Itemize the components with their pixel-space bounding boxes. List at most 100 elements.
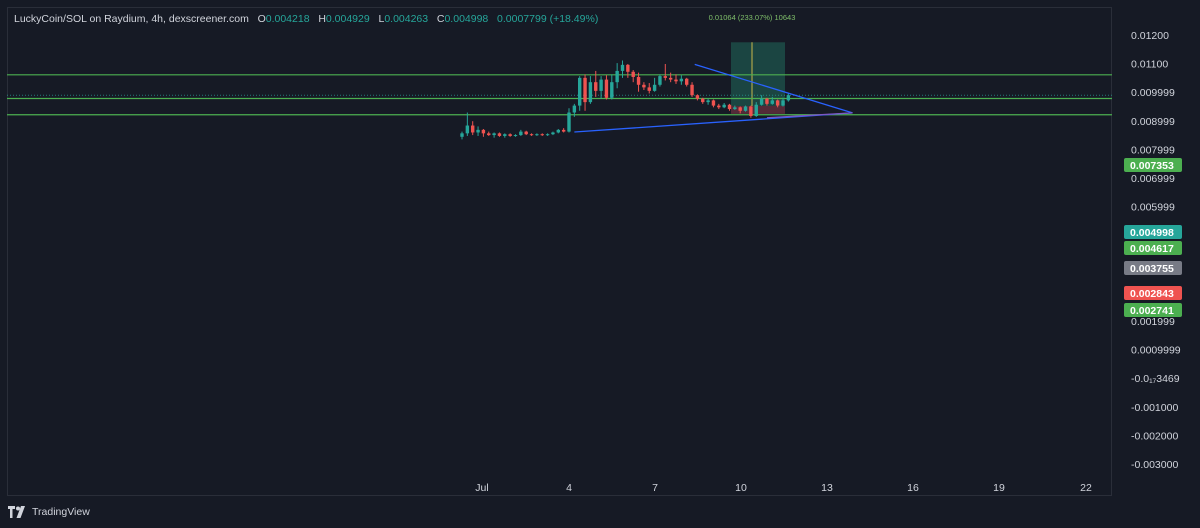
time-scale[interactable]: Jul 4 7 10 13 16 19 22 xyxy=(475,482,1092,494)
candle-body[interactable] xyxy=(679,78,684,82)
candle-body[interactable] xyxy=(706,100,710,103)
candle-body[interactable] xyxy=(551,132,555,135)
candles[interactable] xyxy=(460,60,791,140)
candle-body[interactable] xyxy=(663,76,667,78)
price-label-text: 0.004617 xyxy=(1130,243,1174,255)
candle-body[interactable] xyxy=(759,98,764,105)
horizontal-levels[interactable] xyxy=(7,74,1112,116)
candle-body[interactable] xyxy=(460,133,464,137)
price-label-badge: 0.002741 xyxy=(1124,303,1182,317)
candle-body[interactable] xyxy=(476,129,480,133)
price-tick-label: -0.0₁₇3469 xyxy=(1131,373,1180,385)
candle-body[interactable] xyxy=(631,71,635,77)
candle-body[interactable] xyxy=(487,133,491,136)
candle-body[interactable] xyxy=(701,98,705,103)
trendlines[interactable] xyxy=(574,63,853,133)
time-tick-label: 13 xyxy=(821,482,833,494)
price-tick-label: 0.008999 xyxy=(1131,116,1175,128)
price-label-text: 0.002741 xyxy=(1130,305,1174,317)
candle-body[interactable] xyxy=(465,125,470,134)
time-tick-label: 22 xyxy=(1080,482,1092,494)
price-tick-label: 0.007999 xyxy=(1131,144,1175,156)
candle-body[interactable] xyxy=(529,134,534,136)
tradingview-label: TradingView xyxy=(32,506,90,518)
candle-body[interactable] xyxy=(775,100,780,106)
candle-body[interactable] xyxy=(567,112,571,132)
candle-body[interactable] xyxy=(519,131,523,136)
ohlc-close: C0.004998 xyxy=(436,13,489,25)
candle-body[interactable] xyxy=(513,135,518,137)
price-label-text: 0.004998 xyxy=(1130,227,1174,239)
candle-body[interactable] xyxy=(540,134,544,136)
candle-body[interactable] xyxy=(492,133,496,136)
trendline[interactable] xyxy=(694,63,853,114)
price-label-text: 0.003755 xyxy=(1130,263,1174,275)
candle-body[interactable] xyxy=(556,129,560,133)
candle-body[interactable] xyxy=(615,70,619,83)
candle-body[interactable] xyxy=(604,79,609,98)
candle-body[interactable] xyxy=(588,82,593,103)
price-label-badge: 0.003755 xyxy=(1124,261,1182,275)
candle-body[interactable] xyxy=(668,77,673,80)
candle-body[interactable] xyxy=(610,82,614,98)
candle-body[interactable] xyxy=(727,104,732,110)
price-tick-label: -0.001000 xyxy=(1131,402,1178,414)
candle-body[interactable] xyxy=(743,106,748,111)
candle-body[interactable] xyxy=(508,134,512,136)
candle-body[interactable] xyxy=(503,134,507,136)
candle-body[interactable] xyxy=(722,104,726,108)
candle-body[interactable] xyxy=(685,78,689,85)
candle-body[interactable] xyxy=(749,106,753,116)
candle-body[interactable] xyxy=(695,95,700,99)
price-tick-label: 0.0009999 xyxy=(1131,345,1181,357)
price-tick-label: 0.005999 xyxy=(1131,202,1175,214)
stop-zone[interactable] xyxy=(731,105,785,114)
candle-body[interactable] xyxy=(652,84,657,91)
candle-body[interactable] xyxy=(717,105,721,108)
candle-body[interactable] xyxy=(754,104,758,116)
candle-body[interactable] xyxy=(770,100,774,104)
candle-body[interactable] xyxy=(674,79,678,82)
price-label-badge: 0.002843 xyxy=(1124,286,1182,300)
price-label-bg xyxy=(1124,261,1182,275)
price-label-badge: 0.007353 xyxy=(1124,158,1182,172)
target-label: 0.01064 (233.07%) 10643 xyxy=(709,13,796,22)
candle-body[interactable] xyxy=(535,134,539,136)
ohlc-open: O0.004218 xyxy=(257,13,310,25)
target-zone[interactable] xyxy=(731,42,785,106)
candle-body[interactable] xyxy=(545,134,550,136)
ohlc-low: L0.004263 xyxy=(378,13,429,25)
price-tick-label: 0.001999 xyxy=(1131,316,1175,328)
price-change: 0.0007799 (+18.49%) xyxy=(497,13,599,25)
candle-body[interactable] xyxy=(642,84,646,88)
time-tick-label: Jul xyxy=(475,482,488,494)
candle-body[interactable] xyxy=(626,64,630,72)
price-label-text: 0.002843 xyxy=(1130,288,1174,300)
candle-body[interactable] xyxy=(620,64,625,71)
candle-body[interactable] xyxy=(497,133,502,136)
candle-body[interactable] xyxy=(599,79,603,91)
ohlc-high: H0.004929 xyxy=(318,13,370,25)
candle-body[interactable] xyxy=(471,125,475,133)
candle-body[interactable] xyxy=(711,100,716,106)
candle-body[interactable] xyxy=(636,76,641,85)
candle-body[interactable] xyxy=(733,107,737,110)
candle-body[interactable] xyxy=(658,76,662,85)
price-tick-label: 0.01200 xyxy=(1131,30,1169,42)
candle-body[interactable] xyxy=(738,107,742,111)
candle-body[interactable] xyxy=(690,84,694,96)
candle-body[interactable] xyxy=(481,129,486,134)
candle-body[interactable] xyxy=(578,77,582,106)
candle-body[interactable] xyxy=(765,98,769,104)
candle-body[interactable] xyxy=(583,77,587,103)
candle-body[interactable] xyxy=(524,131,528,135)
candle-body[interactable] xyxy=(561,129,566,132)
price-label-badge: 0.004998 xyxy=(1124,225,1182,239)
candle-body[interactable] xyxy=(781,100,785,106)
candle-body[interactable] xyxy=(786,95,791,101)
candle-body[interactable] xyxy=(572,105,577,113)
candle-body[interactable] xyxy=(594,82,598,91)
tradingview-branding[interactable]: TradingView xyxy=(8,506,90,518)
candle-body[interactable] xyxy=(647,87,651,91)
